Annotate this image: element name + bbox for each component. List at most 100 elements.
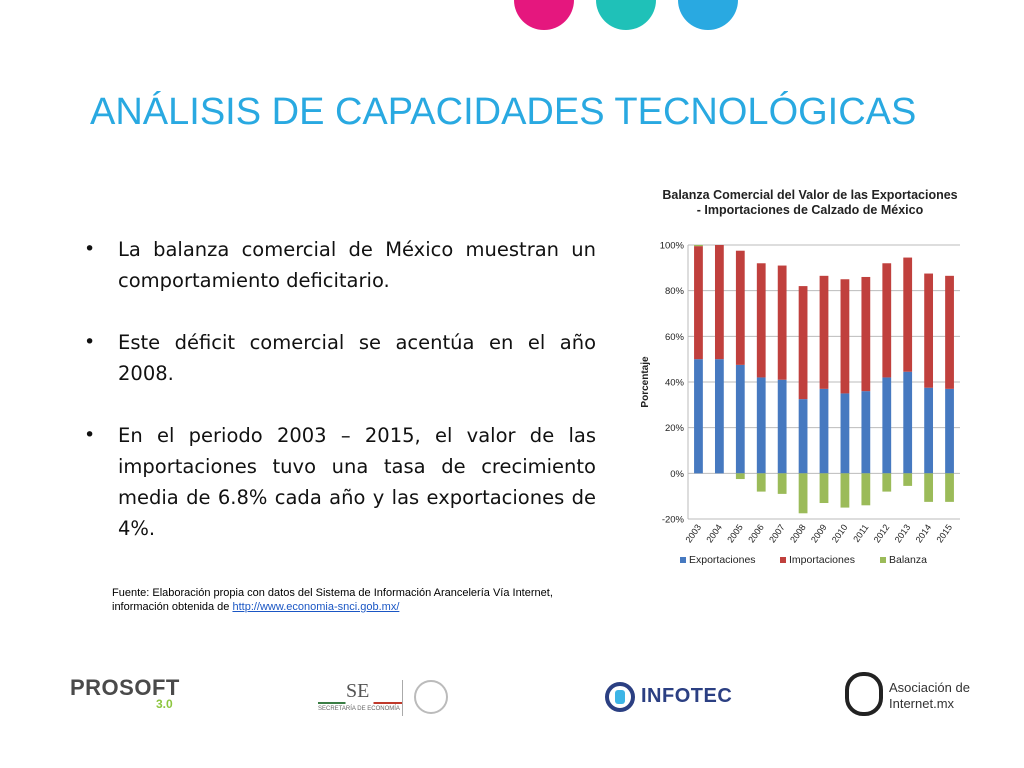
bar-importaciones <box>924 273 934 388</box>
prosoft-logo: PROSOFT 3.0 <box>70 675 190 725</box>
bar-exportaciones <box>777 379 787 474</box>
bar-balanza <box>694 245 703 247</box>
slide-title: ANÁLISIS DE CAPACIDADES TECNOLÓGICAS <box>90 91 917 133</box>
prosoft-version: 3.0 <box>156 697 173 711</box>
bar-exportaciones <box>882 377 892 474</box>
infotec-logo-text: INFOTEC <box>641 685 733 707</box>
bar-exportaciones <box>798 399 808 474</box>
bar-importaciones <box>945 275 954 389</box>
x-tick-label: 2010 <box>830 522 850 544</box>
bar-importaciones <box>756 263 766 378</box>
bar-importaciones <box>798 286 808 400</box>
legend-label: Balanza <box>889 554 927 566</box>
bar-balanza <box>735 473 745 480</box>
x-tick-label: 2008 <box>788 522 808 544</box>
decor-dot-magenta <box>514 0 574 30</box>
bar-balanza <box>756 473 766 492</box>
bar-importaciones <box>882 263 892 378</box>
bar-importaciones <box>777 265 787 380</box>
bar-balanza <box>924 473 934 502</box>
se-divider <box>402 680 403 716</box>
bar-importaciones <box>694 246 703 360</box>
bar-exportaciones <box>694 359 703 474</box>
x-tick-label: 2014 <box>914 522 934 544</box>
bullet-item: • En el periodo 2003 – 2015, el valor de … <box>84 420 596 544</box>
x-tick-label: 2015 <box>934 522 954 544</box>
bullet-marker: • <box>84 424 96 446</box>
asociacion-internet-logo: Asociación de Internet.mx <box>845 672 985 722</box>
bar-balanza <box>819 473 829 504</box>
bullet-marker: • <box>84 238 96 260</box>
mexico-seal-icon <box>414 680 448 714</box>
decor-dot-blue <box>678 0 738 30</box>
y-tick-label: 20% <box>665 423 685 434</box>
bar-exportaciones <box>861 391 871 474</box>
bar-exportaciones <box>714 359 724 474</box>
legend-swatch <box>780 557 786 563</box>
bar-balanza <box>777 473 787 494</box>
se-logo: SE SECRETARÍA DE ECONOMÍA <box>312 678 462 718</box>
at-sign-icon <box>845 672 883 716</box>
legend-swatch <box>880 557 886 563</box>
bullet-item: • Este déficit comercial se acentúa en el… <box>84 327 596 389</box>
bar-exportaciones <box>735 364 745 474</box>
bar-exportaciones <box>840 393 850 474</box>
bar-importaciones <box>861 276 871 392</box>
y-tick-label: 100% <box>660 241 685 252</box>
x-tick-label: 2004 <box>704 522 724 544</box>
y-tick-label: -20% <box>662 515 685 526</box>
legend-swatch <box>680 557 686 563</box>
y-axis-label: Porcentaje <box>640 356 651 408</box>
prosoft-logo-text: PROSOFT <box>70 675 180 700</box>
bar-exportaciones <box>924 387 934 474</box>
x-tick-label: 2006 <box>746 522 766 544</box>
bar-chart: 100% 80% 60% 40% 20% 0% -20% Porcentaje 2003 2004… <box>640 241 960 566</box>
bar-exportaciones <box>819 388 829 474</box>
bullet-text: En el periodo 2003 – 2015, el valor de l… <box>118 424 596 540</box>
se-logo-subtitle: SECRETARÍA DE ECONOMÍA <box>318 706 400 712</box>
y-tick-label: 80% <box>665 286 685 297</box>
bar-importaciones <box>903 257 913 372</box>
y-tick-label: 40% <box>665 378 685 389</box>
bullet-text: La balanza comercial de México muestran … <box>118 238 596 292</box>
bar-importaciones <box>840 279 850 394</box>
source-text: Fuente: Elaboración propia con datos del… <box>112 587 553 613</box>
bar-importaciones <box>714 245 724 360</box>
bar-balanza <box>882 473 892 492</box>
x-tick-label: 2009 <box>809 522 829 544</box>
bar-balanza <box>945 473 954 502</box>
bar-balanza <box>798 473 808 514</box>
se-flag-line <box>318 702 402 704</box>
x-tick-label: 2012 <box>872 522 892 544</box>
bullet-item: • La balanza comercial de México muestran… <box>84 234 596 296</box>
bar-balanza <box>840 473 850 508</box>
bar-balanza <box>861 473 871 506</box>
y-tick-label: 0% <box>670 469 684 480</box>
y-tick-label: 60% <box>665 332 685 343</box>
x-tick-label: 2005 <box>725 522 745 544</box>
x-tick-label: 2011 <box>851 522 870 544</box>
source-note: Fuente: Elaboración propia con datos del… <box>112 586 582 614</box>
aimx-line2: Internet.mx <box>889 696 955 711</box>
chart-title: Balanza Comercial del Valor de las Expor… <box>662 188 958 217</box>
x-tick-label: 2013 <box>893 522 913 544</box>
legend-label: Importaciones <box>789 554 855 566</box>
decor-dot-teal <box>596 0 656 30</box>
bullet-marker: • <box>84 331 96 353</box>
bullet-list: • La balanza comercial de México muestran… <box>84 234 596 575</box>
se-logo-text: SE <box>346 680 370 702</box>
bar-importaciones <box>735 250 745 365</box>
x-tick-label: 2003 <box>683 522 703 544</box>
bar-exportaciones <box>756 377 766 474</box>
bar-exportaciones <box>945 388 954 474</box>
infotec-logo: INFOTEC <box>605 680 735 720</box>
bar-exportaciones <box>903 371 913 474</box>
aimx-line1: Asociación de <box>889 680 970 695</box>
infotec-icon <box>605 682 635 712</box>
source-link[interactable]: http://www.economia-snci.gob.mx/ <box>232 601 400 613</box>
legend-label: Exportaciones <box>689 554 756 566</box>
infotec-icon-inner <box>615 690 625 704</box>
x-tick-label: 2007 <box>767 522 787 544</box>
bar-balanza <box>903 473 913 486</box>
bullet-text: Este déficit comercial se acentúa en el … <box>118 331 596 385</box>
